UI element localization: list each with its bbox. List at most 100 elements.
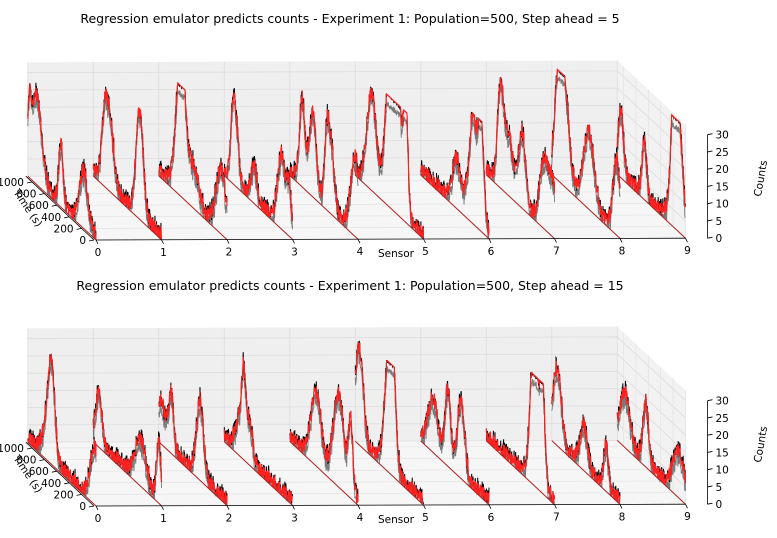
x-tick-label: 7 <box>553 246 560 258</box>
x-tick-label: 6 <box>488 512 495 524</box>
y-tick-label: 0 <box>79 235 86 247</box>
z-tick <box>707 236 713 239</box>
y-tick <box>88 505 95 508</box>
x-tick-label: 9 <box>684 511 691 523</box>
z-tick <box>707 399 713 402</box>
sensor-baseline <box>158 175 228 240</box>
x-tick <box>554 504 557 509</box>
z-tick-label: 10 <box>716 465 729 477</box>
y-tick <box>26 181 33 184</box>
x-tick-label: 1 <box>160 247 167 259</box>
trace-predicted <box>485 371 556 504</box>
trace-predicted <box>27 353 97 495</box>
sensor-baseline <box>485 440 555 505</box>
z-tick-label: 20 <box>716 164 729 176</box>
y-tick <box>64 216 70 219</box>
y-tick <box>39 193 45 195</box>
z-tick-label: 5 <box>716 216 723 228</box>
x-tick <box>292 505 295 510</box>
trace-observed-lower <box>551 370 621 505</box>
chart-panel-bottom: Regression emulator predicts counts - Ex… <box>0 278 770 526</box>
y-tick-label: 200 <box>54 489 74 501</box>
x-tick <box>423 238 426 244</box>
sensor-baseline <box>485 174 555 239</box>
x-tick-label: 1 <box>160 513 167 525</box>
chart-title: Regression emulator predicts counts - Ex… <box>80 11 619 26</box>
x-tick <box>423 504 426 510</box>
y-tick-label: 0 <box>79 501 86 513</box>
y-tick <box>26 447 33 450</box>
x-tick <box>95 505 99 511</box>
y-axis-line <box>25 175 95 241</box>
x-tick <box>226 239 230 244</box>
x-tick-label: 5 <box>422 246 429 258</box>
trace-predicted <box>551 359 621 504</box>
sensor-baseline <box>616 440 686 505</box>
y-tick-label: 800 <box>16 455 36 467</box>
sensor-baseline <box>223 441 293 506</box>
y-tick-label: 400 <box>41 212 61 224</box>
sensor-baseline <box>551 174 621 239</box>
z-tick-label: 15 <box>716 181 729 193</box>
z-tick <box>707 485 713 488</box>
x-tick <box>357 239 361 244</box>
z-axis-label: Counts <box>752 159 770 197</box>
trace-predicted <box>223 92 294 222</box>
z-tick-label: 10 <box>716 199 729 211</box>
x-axis-label: Sensor <box>378 248 415 260</box>
x-tick <box>554 238 557 243</box>
y-tick <box>76 494 82 496</box>
sensor-baseline <box>27 441 97 507</box>
trace-predicted <box>289 385 359 504</box>
x-tick-label: 0 <box>95 247 102 259</box>
sensor-baseline <box>354 440 424 506</box>
z-axis-label: Counts <box>752 425 770 463</box>
x-tick <box>685 238 688 243</box>
trace-predicted <box>485 76 556 218</box>
z-tick <box>707 451 713 453</box>
x-tick-label: 5 <box>422 512 429 524</box>
y-tick <box>51 204 57 207</box>
z-tick-label: 20 <box>716 430 729 442</box>
sensor-baseline <box>27 175 97 241</box>
z-tick-label: 25 <box>716 147 729 159</box>
sensor-baseline <box>420 174 490 240</box>
x-tick <box>619 238 623 243</box>
chart-panel-top: Regression emulator predicts counts - Ex… <box>0 11 770 260</box>
y-tick-label: 600 <box>29 200 49 212</box>
x-tick-label: 4 <box>357 512 364 524</box>
z-tick-label: 0 <box>716 233 723 245</box>
sensor-baseline <box>223 175 293 240</box>
y-tick <box>39 459 45 461</box>
x-tick-label: 2 <box>226 513 233 525</box>
floor-pane <box>27 174 686 240</box>
x-tick-label: 0 <box>95 513 102 525</box>
x-tick <box>226 505 230 510</box>
sensor-baseline <box>289 175 359 240</box>
z-tick <box>707 202 713 205</box>
sensor-baseline <box>92 175 162 241</box>
x-axis-line <box>95 503 686 507</box>
z-tick <box>707 133 713 136</box>
x-tick-label: 3 <box>291 512 298 524</box>
x-tick <box>685 504 688 509</box>
z-tick <box>707 185 713 187</box>
z-tick-label: 30 <box>716 130 729 142</box>
z-tick <box>707 219 713 222</box>
y-tick-label: 1000 <box>0 177 24 189</box>
trace-predicted <box>289 90 359 226</box>
y-tick-label: 1000 <box>0 443 24 455</box>
trace-predicted <box>420 111 490 236</box>
y-tick <box>76 228 82 230</box>
x-tick <box>161 505 164 510</box>
z-tick <box>707 167 713 170</box>
x-tick <box>292 239 295 244</box>
sensor-baseline <box>551 440 621 505</box>
x-tick-label: 7 <box>553 512 560 524</box>
z-tick <box>707 150 713 153</box>
y-tick <box>88 239 95 242</box>
y-tick <box>51 470 57 473</box>
trace-observed-lower <box>616 394 686 491</box>
